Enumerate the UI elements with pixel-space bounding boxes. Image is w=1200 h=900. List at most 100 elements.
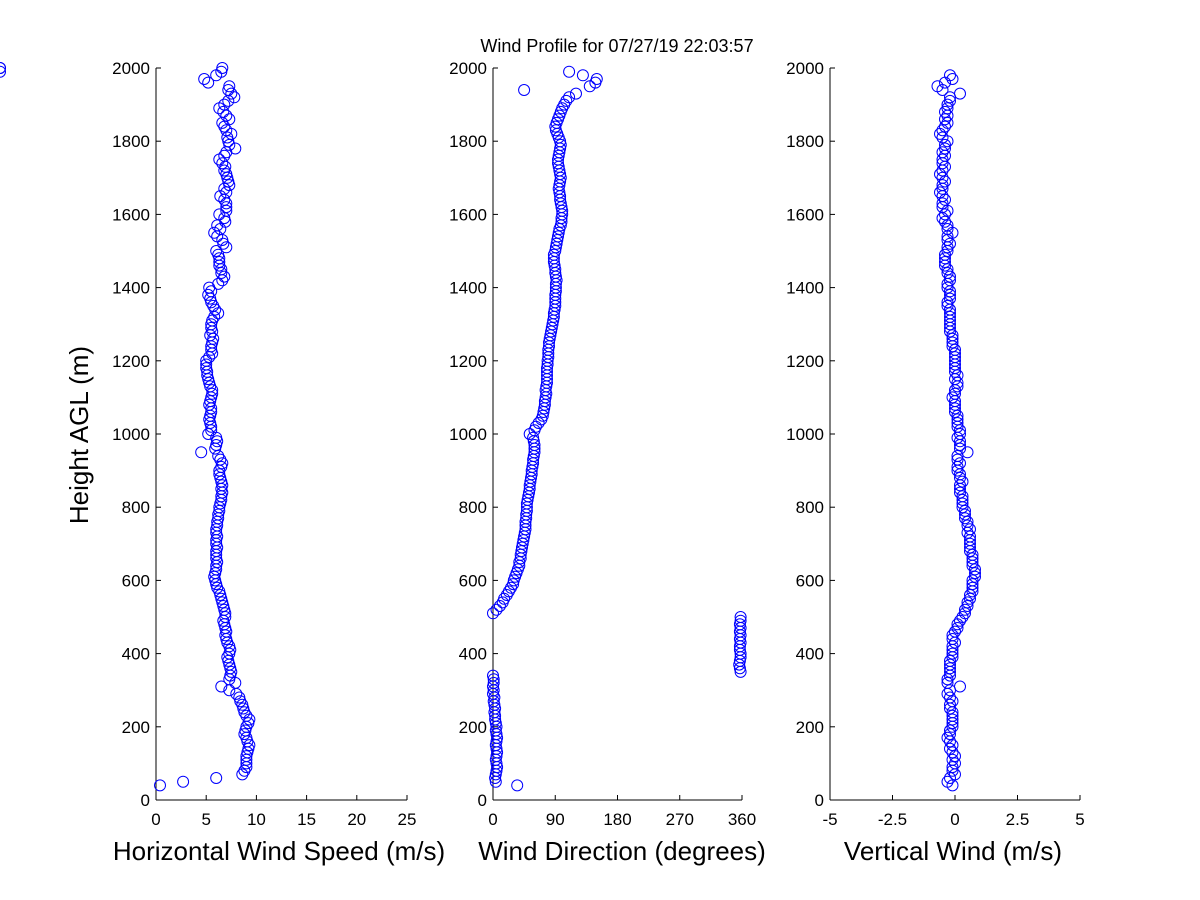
vertical-wind-y-tick-label: 1200 [786,352,824,371]
horizontal-wind-speed-data-point [217,105,230,118]
vertical-wind-data-point [939,193,951,206]
horizontal-wind-speed-data-point [214,190,227,203]
horizontal-wind-speed-x-tick-label: 5 [201,810,210,829]
vertical-wind-y-tick-label: 0 [815,791,824,810]
horizontal-wind-speed-data-point [211,541,224,554]
vertical-wind-data-point [961,446,974,459]
vertical-wind-data-point [949,625,961,638]
x-axis-label-horizontal-wind-speed: Horizontal Wind Speed (m/s) [113,836,445,866]
vertical-wind-data-point [936,171,949,184]
vertical-wind-data-point [944,237,956,250]
wind-direction-data-point [487,669,499,682]
vertical-wind-data-point [946,329,959,342]
vertical-wind-data-point [944,270,956,283]
x-axis-label-vertical-wind: Vertical Wind (m/s) [844,836,1062,866]
horizontal-wind-speed-y-tick-label: 200 [122,718,150,737]
wind-direction-data-point [576,69,589,82]
horizontal-wind-speed-y-tick-label: 400 [122,645,150,664]
horizontal-wind-speed-data-point [217,237,230,250]
vertical-wind-data-point [0,62,6,74]
horizontal-wind-speed-y-tick-label: 2000 [112,59,150,78]
vertical-wind-data-point [941,116,954,129]
vertical-wind-data-point [946,336,959,349]
vertical-wind-data-point [931,80,944,93]
horizontal-wind-speed-x-tick-label: 25 [398,810,417,829]
vertical-wind-data-point [956,475,969,488]
horizontal-wind-speed-data-point [222,84,235,96]
wind-direction-data-point [507,578,520,591]
horizontal-wind-speed-data-point [212,277,225,290]
vertical-wind-data-point [934,186,946,199]
horizontal-wind-speed-data-point [219,622,232,634]
horizontal-wind-speed-data-point [213,208,226,221]
vertical-wind-x-tick-label: -5 [822,810,837,829]
vertical-wind-data-point [946,761,959,774]
vertical-wind-data-point [944,684,956,697]
wind-direction-y-tick-label: 1600 [449,205,487,224]
vertical-wind-data-point [949,636,961,649]
horizontal-wind-speed-panel: 0 200 400 600 800 1000 1200 1400 1600 1800 2000 0 5 1… [112,59,416,829]
vertical-wind-y-tick-label: 400 [796,645,824,664]
horizontal-wind-speed-data-point [216,157,229,170]
horizontal-wind-speed-data-point [215,475,228,488]
vertical-wind-data-point [946,633,959,645]
horizontal-wind-speed-data-point [215,680,228,693]
vertical-wind-y-tick-label: 200 [796,718,824,737]
horizontal-wind-speed-data-point [241,735,254,748]
horizontal-wind-speed-data-point [213,468,226,481]
horizontal-wind-speed-data-point [220,625,233,638]
horizontal-wind-speed-data-point [224,662,237,675]
vertical-wind-data-point [954,457,966,470]
wind-direction-y-tick-label: 2000 [449,59,487,78]
horizontal-wind-speed-data-point [237,702,250,715]
horizontal-wind-speed-data-point [203,376,216,389]
vertical-wind-data-point [951,417,964,429]
vertical-wind-data-point [944,658,956,671]
vertical-wind-x-tick-label: 5 [1075,810,1084,829]
wind-direction-x-tick-label: 360 [728,810,756,829]
vertical-wind-data-point [941,299,954,312]
vertical-wind-data-point [954,87,966,100]
horizontal-wind-speed-data-point [223,113,236,126]
vertical-wind-data-point [961,596,974,609]
vertical-wind-y-tick-label: 2000 [786,59,824,78]
horizontal-wind-speed-data-point [216,596,229,609]
wind-direction-data-point [560,94,573,107]
vertical-wind-data-point [934,127,946,140]
horizontal-wind-speed-data-point [219,160,232,173]
wind-direction-data-point [505,581,517,594]
horizontal-wind-speed-data-point [216,62,229,74]
vertical-wind-data-point [941,102,954,115]
vertical-wind-data-point [936,153,949,166]
vertical-wind-data-point [936,197,949,210]
horizontal-wind-speed-data-point [218,270,231,283]
wind-direction-data-point [487,607,499,620]
vertical-wind-data-point [959,508,971,521]
horizontal-wind-speed-data-point [216,479,229,492]
horizontal-wind-speed-data-point [229,142,242,155]
vertical-wind-data-point [0,65,6,78]
horizontal-wind-speed-data-point [218,603,231,616]
wind-direction-data-point [733,618,746,631]
horizontal-wind-speed-data-point [209,442,222,455]
vertical-wind-data-point [951,376,964,389]
horizontal-wind-speed-data-point [211,435,224,448]
vertical-wind-x-tick-label: 0 [950,810,959,829]
horizontal-wind-speed-data-point [203,351,216,364]
vertical-wind-data-point [964,592,976,605]
horizontal-wind-speed-y-tick-label: 1800 [112,132,150,151]
vertical-wind-data-point [966,556,979,569]
vertical-wind-data-point [959,504,971,517]
horizontal-wind-speed-data-point [198,73,211,85]
horizontal-wind-speed-data-point [242,742,255,755]
vertical-wind-data-point [939,105,951,118]
wind-direction-data-point [493,600,506,612]
x-axis-label-wind-direction: Wind Direction (degrees) [478,836,766,866]
vertical-wind-data-point [964,530,976,543]
horizontal-wind-speed-data-point [238,728,251,741]
vertical-wind-y-tick-label: 800 [796,498,824,517]
horizontal-wind-speed-data-point [214,453,227,466]
horizontal-wind-speed-data-point [206,387,219,400]
vertical-wind-data-point [961,519,974,532]
vertical-wind-data-point [944,742,956,755]
